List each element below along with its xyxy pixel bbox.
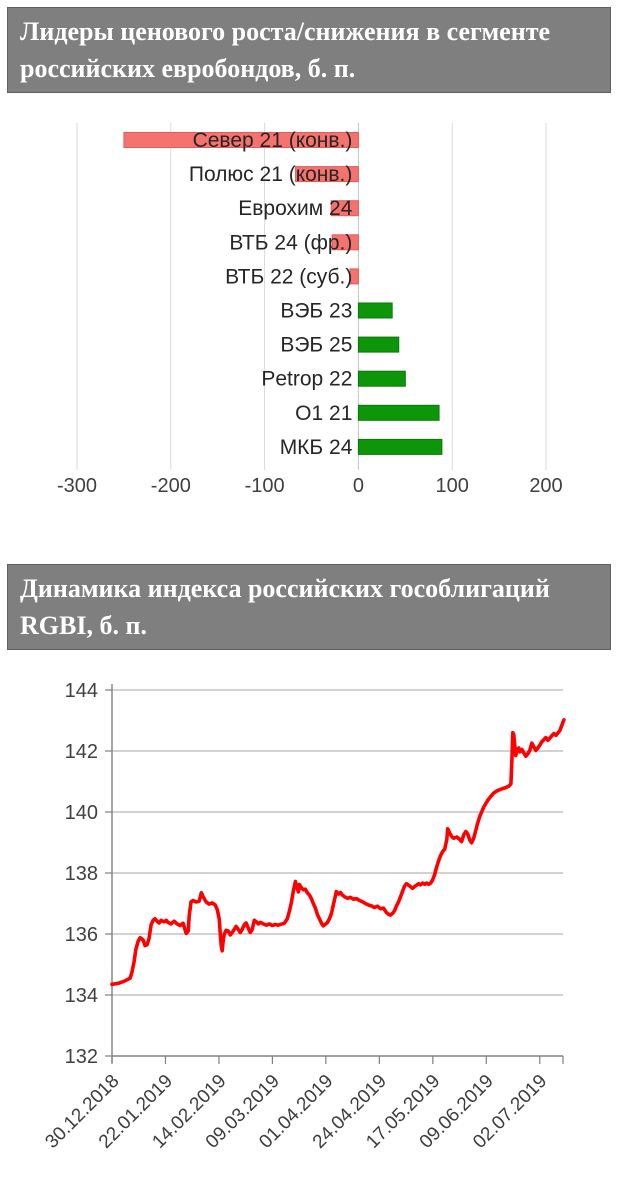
rgbi-index-line: [110, 718, 566, 987]
bar-negative: [330, 200, 359, 217]
bar-category-label: Petrop 22: [261, 368, 352, 391]
x-axis-tick-label: -100: [245, 475, 285, 497]
y-axis-tick-label: 138: [65, 863, 98, 885]
rgbi-line-chart: 144 142 140 138 136 134 132 30.12.2018 22.01.201…: [0, 660, 620, 1201]
eurobond-bar-chart: -300 -200 -100 0 100 200 Север 21 (конв.) Полюс…: [0, 98, 620, 528]
bar-negative: [349, 268, 359, 285]
bar-category-label: Еврохим 24: [238, 197, 352, 220]
bar-positive: [357, 302, 393, 319]
rgbi-chart-title-bar: Динамика индекса российских гособлигаций…: [7, 564, 611, 650]
bar-positive: [357, 404, 440, 421]
bar-negative: [331, 234, 359, 251]
x-axis-tick-label: -200: [151, 475, 191, 497]
y-axis-tick-label: 136: [65, 924, 98, 946]
bar-positive: [357, 370, 406, 387]
bar-category-label: Полюс 21 (конв.): [189, 163, 353, 186]
eurobond-chart-title-bar: Лидеры ценового роста/снижения в сегмент…: [7, 7, 611, 93]
bar-category-label: ВЭБ 23: [280, 300, 352, 323]
x-axis-tick-label: 0: [353, 475, 364, 497]
rgbi-chart-title: Динамика индекса российских гособлигаций…: [20, 574, 550, 640]
x-axis-tick-label: 100: [436, 475, 469, 497]
x-axis-tick-label: 200: [529, 475, 562, 497]
bar-category-label: ВЭБ 25: [280, 334, 352, 357]
y-axis-tick-label: 142: [65, 741, 98, 763]
x-axis-tick-label: -300: [57, 475, 97, 497]
bar-category-label: МКБ 24: [280, 436, 353, 459]
y-axis-tick-label: 134: [65, 985, 98, 1007]
bar-positive: [357, 438, 443, 455]
bar-category-label: O1 21: [295, 402, 352, 425]
bar-category-label: Север 21 (конв.): [193, 129, 353, 152]
eurobond-bar-chart-canvas: -300 -200 -100 0 100 200 Север 21 (конв.) Полюс…: [57, 123, 563, 497]
y-axis-tick-label: 140: [65, 802, 98, 824]
bar-positive: [357, 336, 400, 353]
bar-negative: [123, 132, 359, 148]
bar-category-label: ВТБ 22 (суб.): [225, 265, 352, 288]
bar-category-label: ВТБ 24 (фр.): [229, 231, 352, 254]
eurobond-chart-title: Лидеры ценового роста/снижения в сегмент…: [20, 17, 551, 83]
bar-negative: [295, 166, 359, 183]
y-axis-tick-label: 132: [65, 1046, 98, 1068]
y-axis-tick-label: 144: [65, 680, 98, 702]
rgbi-line-chart-canvas: 14414214013813613413230.12.201822.01.201…: [41, 680, 566, 1153]
